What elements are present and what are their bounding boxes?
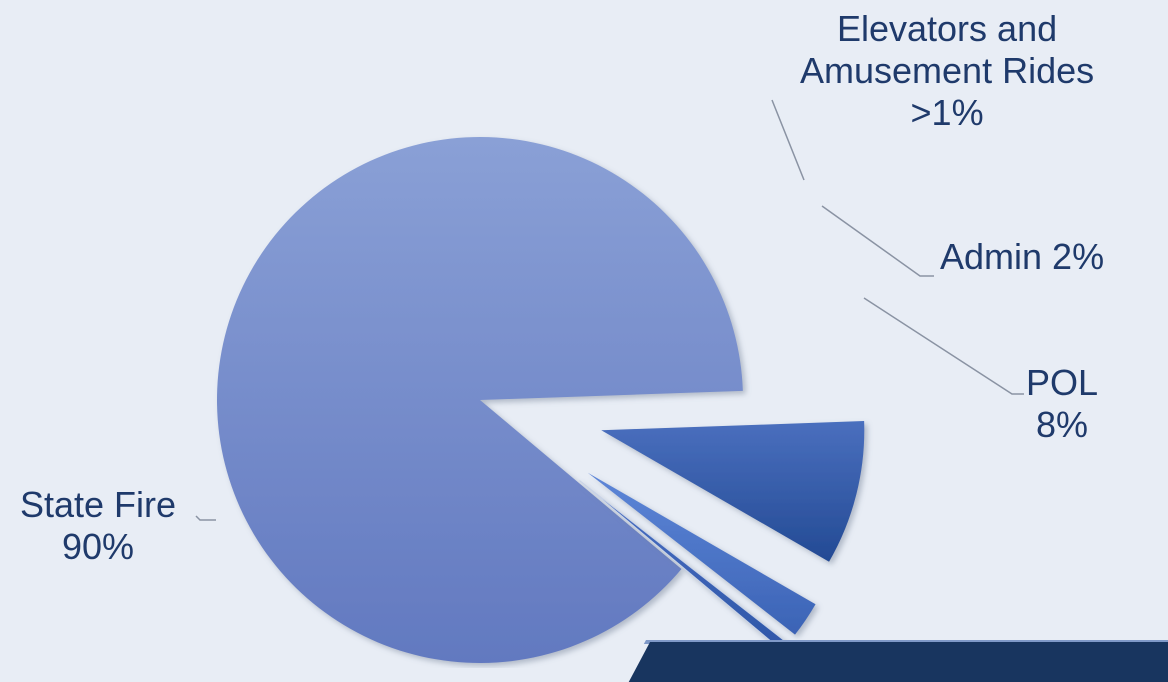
slice-value-label: >1% [910,92,984,133]
slice-label-line: Elevators and [836,8,1058,49]
slice-label-pol: POL 8% [1026,362,1098,446]
pie-chart [195,99,1024,663]
leader-line [771,99,805,181]
slice-label-line: Amusement Rides [800,50,1095,91]
slice-value-label: 90% [62,526,135,567]
slice-label-line: State Fire [20,484,177,525]
pie-slice [216,136,743,663]
leader-line [195,515,216,521]
chart-stage: State Fire 90% POL 8% Admin 2% Elevators… [20,8,1168,682]
leader-line [863,297,1024,395]
footer-bar [628,642,1168,682]
slice-label-line: POL [1026,362,1099,403]
slice-label-elevators: Elevators and Amusement Rides >1% [800,8,1094,134]
slice-value-label: 8% [1036,404,1089,445]
pie-slice [587,472,816,635]
slice-label-admin: Admin 2% [940,236,1104,278]
slice-label-state-fire: State Fire 90% [20,484,176,568]
leader-line [821,205,934,277]
slice-label-line: Admin 2% [940,236,1105,277]
pie-slice [601,421,865,562]
